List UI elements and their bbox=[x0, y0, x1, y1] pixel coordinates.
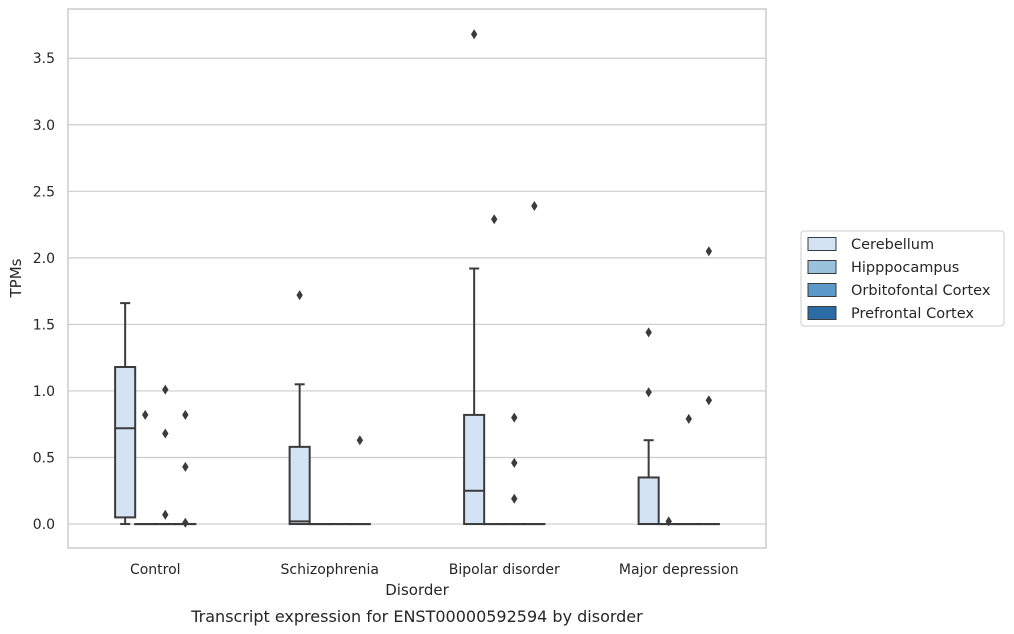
outlier-point bbox=[511, 412, 518, 423]
y-tick-label: 0.0 bbox=[33, 517, 55, 533]
outlier-point bbox=[685, 413, 692, 424]
legend-label: Prefrontal Cortex bbox=[851, 306, 974, 322]
outlier-point bbox=[162, 509, 169, 520]
box-group bbox=[637, 439, 660, 526]
x-tick-label: Bipolar disorder bbox=[449, 562, 560, 578]
outlier-point bbox=[645, 327, 652, 338]
outlier-point bbox=[511, 457, 518, 468]
legend-label: Orbitofontal Cortex bbox=[851, 283, 991, 299]
legend-swatch bbox=[807, 260, 837, 274]
outlier-point bbox=[182, 461, 189, 472]
boxes bbox=[114, 267, 720, 526]
plot-frame bbox=[67, 8, 767, 549]
outlier-point bbox=[162, 384, 169, 395]
legend-swatch bbox=[807, 237, 837, 251]
outlier-point bbox=[470, 29, 478, 40]
outlier-point bbox=[356, 435, 364, 446]
outlier-point bbox=[665, 516, 672, 527]
outlier-point bbox=[511, 493, 518, 504]
outlier-point bbox=[531, 200, 538, 211]
box-group bbox=[114, 302, 137, 526]
y-tick-label: 1.0 bbox=[33, 384, 55, 400]
y-tick-label: 0.5 bbox=[33, 451, 55, 467]
y-axis-title: TPMs bbox=[7, 258, 25, 298]
legend-label: Hipppocampus bbox=[851, 260, 959, 276]
chart-caption: Transcript expression for ENST0000059259… bbox=[190, 607, 643, 626]
outlier-point bbox=[296, 290, 303, 301]
legend-label: Cerebellum bbox=[851, 237, 934, 253]
outliers bbox=[142, 29, 713, 528]
x-tick-label: Major depression bbox=[619, 562, 739, 578]
x-tick-label: Schizophrenia bbox=[281, 562, 379, 578]
box bbox=[114, 366, 137, 519]
outlier-point bbox=[645, 387, 652, 398]
y-tick-label: 1.5 bbox=[33, 317, 55, 333]
plot-background bbox=[68, 9, 766, 548]
y-tick-label: 2.0 bbox=[33, 251, 55, 267]
legend: Cerebellum Hipppocampus Orbitofontal Corte… bbox=[800, 230, 1005, 327]
legend-swatch bbox=[807, 306, 837, 320]
outlier-point bbox=[162, 428, 169, 439]
outlier-point bbox=[142, 409, 149, 420]
outlier-point bbox=[182, 517, 189, 528]
box-group bbox=[288, 383, 311, 526]
outlier-point bbox=[705, 395, 713, 406]
legend-swatch bbox=[807, 283, 837, 297]
x-tick-label: Control bbox=[130, 562, 181, 578]
box bbox=[637, 476, 660, 526]
gridlines bbox=[68, 57, 766, 525]
y-tick-label: 2.5 bbox=[33, 184, 55, 200]
y-tick-labels: 0.0 0.5 1.0 1.5 2.0 2.5 3.0 3.5 bbox=[33, 51, 55, 533]
box bbox=[463, 413, 486, 526]
x-tick-labels: Control Schizophrenia Bipolar disorder Majo… bbox=[130, 562, 739, 578]
box bbox=[288, 445, 311, 526]
box-group bbox=[463, 267, 486, 526]
y-tick-label: 3.0 bbox=[33, 118, 55, 134]
outlier-point bbox=[705, 246, 713, 257]
outlier-point bbox=[491, 214, 498, 225]
y-tick-label: 3.5 bbox=[33, 51, 55, 67]
legend-frame bbox=[800, 230, 1005, 327]
outlier-point bbox=[182, 409, 189, 420]
x-axis-title: Disorder bbox=[385, 581, 449, 599]
